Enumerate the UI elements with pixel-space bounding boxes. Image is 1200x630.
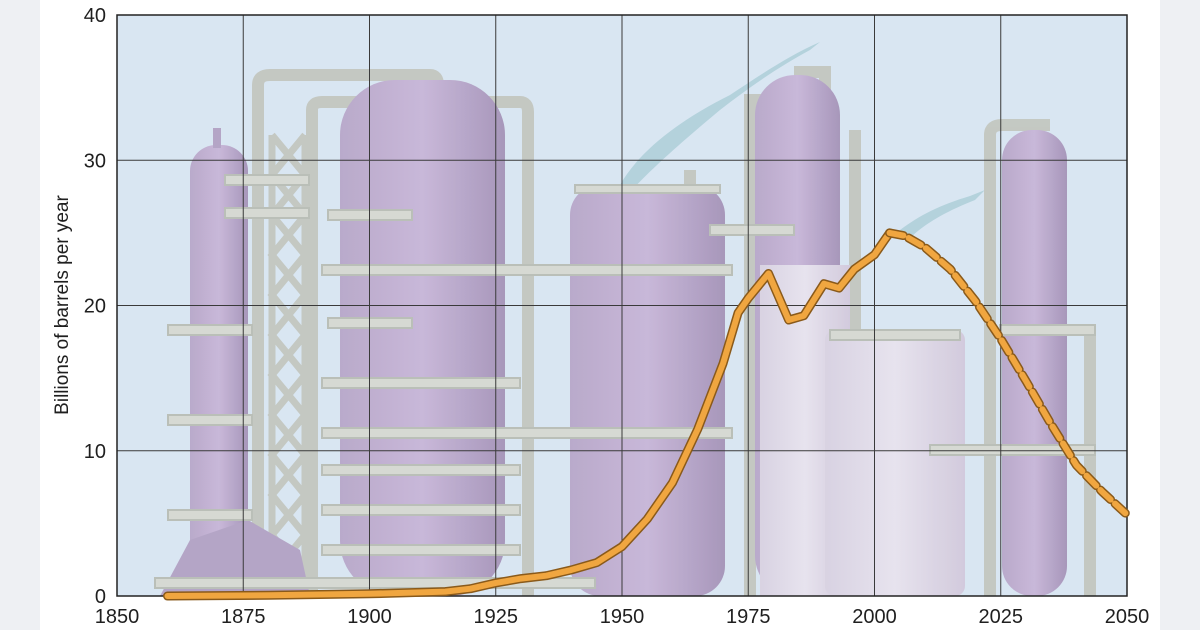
- x-tick-label: 1900: [347, 606, 392, 628]
- x-tick-label: 2025: [979, 606, 1024, 628]
- x-tick-label: 2050: [1105, 606, 1150, 628]
- y-tick-label: 30: [84, 150, 106, 172]
- y-tick-label: 40: [84, 5, 106, 27]
- refinery-illustration: [154, 42, 1096, 596]
- series-layer: [163, 228, 1132, 601]
- y-tick-label: 20: [84, 296, 106, 318]
- x-tick-labels: 1850 1875 1900 1925 1950 1975 2000 2025 2050: [95, 606, 1150, 628]
- x-tick-label: 1975: [726, 606, 771, 628]
- projected-production-line: [886, 229, 1130, 518]
- y-axis-title: Billions of barrels per year: [52, 195, 73, 415]
- y-tick-label: 0: [95, 586, 106, 608]
- y-tick-labels: 0 10 20 30 40: [84, 5, 106, 608]
- x-tick-label: 1925: [474, 606, 519, 628]
- chart-page: Billions of barrels per year 1850 1875 190…: [40, 0, 1160, 630]
- chart-svg: Billions of barrels per year 1850 1875 190…: [52, 5, 1150, 628]
- y-tick-label: 10: [84, 441, 106, 463]
- x-tick-label: 1950: [600, 606, 645, 628]
- x-tick-label: 1875: [221, 606, 266, 628]
- x-tick-label: 2000: [852, 606, 897, 628]
- historical-production-line: [164, 229, 893, 599]
- plot-frame: [116, 14, 1128, 597]
- x-tick-label: 1850: [95, 606, 140, 628]
